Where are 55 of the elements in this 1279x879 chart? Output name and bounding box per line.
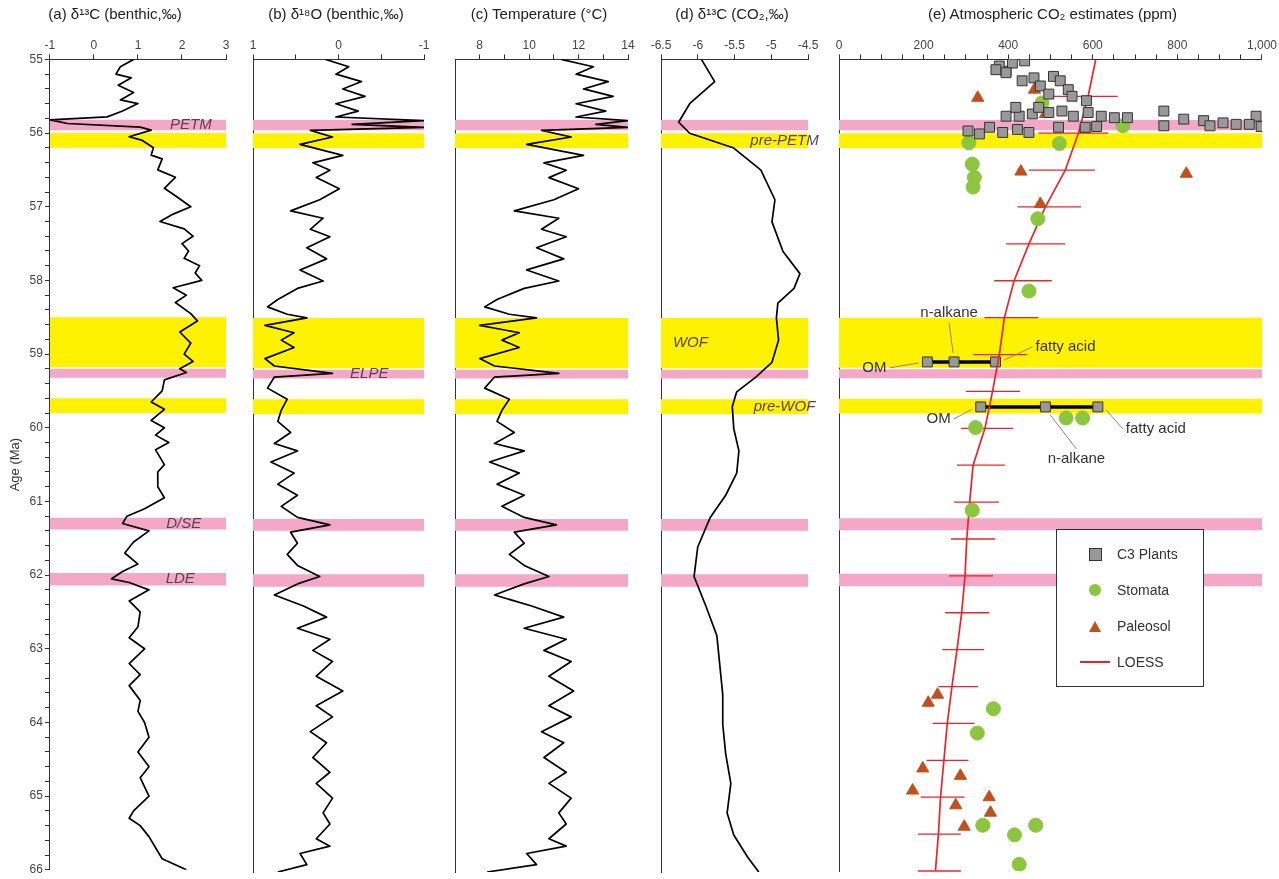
x-tick-label: 0 — [90, 37, 98, 52]
x-tick-label: -6.5 — [650, 37, 672, 52]
x-tick-label: 200 — [913, 37, 934, 52]
legend-label: Paleosol — [1117, 618, 1171, 634]
x-tick-label: 0 — [335, 37, 343, 52]
y-tick-label: 65 — [29, 788, 44, 803]
band-label: D/SE — [166, 513, 203, 531]
y-tick-label: 62 — [29, 567, 44, 582]
x-tick-label: 1,000 — [1246, 37, 1278, 52]
annotation: n-alkane — [920, 303, 978, 321]
y-tick-label: 64 — [29, 714, 44, 729]
band-label: PETM — [169, 115, 213, 133]
x-tick-label: -4.5 — [797, 37, 819, 52]
y-tick-label: 60 — [29, 420, 44, 435]
y-tick-label: 61 — [29, 493, 44, 508]
x-tick-label: -1 — [44, 37, 56, 52]
legend-label: LOESS — [1117, 654, 1164, 670]
y-tick-label: 63 — [29, 641, 44, 656]
x-tick-label: 1 — [249, 37, 257, 52]
x-tick-label: -5.5 — [724, 37, 746, 52]
x-tick-label: -6 — [692, 37, 704, 52]
annotation: fatty acid — [1125, 419, 1186, 437]
y-tick-label: 58 — [29, 272, 44, 287]
x-tick-label: 600 — [1082, 37, 1104, 52]
chart-title: (d) δ¹³C (CO₂,‰) — [675, 5, 789, 23]
x-tick-label: 10 — [522, 37, 537, 52]
y-tick-label: 56 — [29, 125, 44, 140]
legend-label: Stomata — [1117, 582, 1170, 598]
x-tick-label: 12 — [571, 37, 586, 52]
x-tick-label: 0 — [835, 37, 843, 52]
x-tick-label: -1 — [418, 37, 430, 52]
y-tick-label: 59 — [29, 346, 44, 361]
y-tick-label: 57 — [29, 199, 44, 214]
legend-label: C3 Plants — [1117, 546, 1178, 562]
chart-title: (b) δ¹⁸O (benthic,‰) — [268, 5, 404, 23]
x-tick-label: 800 — [1167, 37, 1188, 52]
y-axis-title: Age (Ma) — [7, 437, 23, 492]
y-tick-label: 55 — [29, 51, 44, 66]
x-tick-label: -5 — [765, 37, 777, 52]
annotation: OM — [926, 409, 951, 427]
chart-title: (e) Atmospheric CO₂ estimates (ppm) — [927, 5, 1178, 23]
chart-title: (a) δ¹³C (benthic,‰) — [48, 5, 182, 23]
x-tick-label: 3 — [222, 37, 230, 52]
band-label: ELPE — [350, 364, 390, 382]
x-tick-label: 8 — [476, 37, 484, 52]
x-tick-label: 1 — [134, 37, 142, 52]
x-tick-label: 14 — [621, 37, 635, 52]
chart-title: (c) Temperature (°C) — [470, 5, 608, 23]
band-label: LDE — [165, 569, 196, 587]
x-tick-label: 400 — [998, 37, 1019, 52]
annotation: n-alkane — [1047, 449, 1106, 467]
annotation: fatty acid — [1035, 337, 1096, 355]
band-label: WOF — [672, 333, 709, 351]
x-tick-label: 2 — [178, 37, 186, 52]
y-tick-label: 66 — [29, 862, 44, 877]
